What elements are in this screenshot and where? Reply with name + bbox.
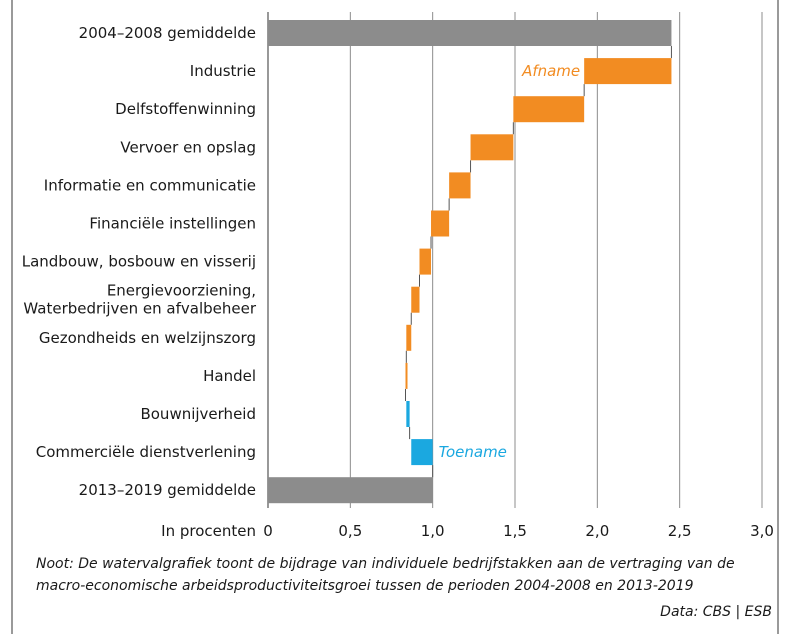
- category-label-4: Informatie en communicatie: [44, 176, 256, 194]
- bar-8: [406, 325, 411, 351]
- x-tick-label-1: 0,5: [338, 522, 362, 540]
- category-label-9: Handel: [203, 367, 256, 385]
- category-label-10: Bouwnijverheid: [140, 405, 256, 423]
- category-label-2: Delfstoffenwinning: [115, 100, 256, 118]
- annotation-0: Afname: [521, 62, 580, 80]
- bar-5: [431, 211, 449, 237]
- category-label-3: Vervoer en opslag: [120, 138, 256, 156]
- bar-4: [449, 172, 470, 198]
- source-label: Data: CBS | ESB: [660, 604, 772, 620]
- waterfall-chart: 2004–2008 gemiddelde Industrie Delfstoffen…: [0, 0, 790, 560]
- bar-6: [419, 249, 431, 275]
- x-tick-label-0: 0: [263, 522, 273, 540]
- category-label-0: 2004–2008 gemiddelde: [79, 24, 256, 42]
- x-tick-label-5: 2,5: [668, 522, 692, 540]
- x-tick-label-6: 3,0: [750, 522, 774, 540]
- category-label-7: Energievoorziening, Waterbedrijven en afv…: [23, 282, 256, 318]
- bar-11: [411, 439, 432, 465]
- x-axis-label: In procenten: [161, 522, 256, 540]
- note-line-1: Noot: De watervalgrafiek toont de bijdra…: [36, 556, 735, 572]
- bar-0: [268, 20, 671, 46]
- category-label-8: Gezondheids en welzijnszorg: [39, 329, 256, 347]
- bar-10: [406, 401, 409, 427]
- annotation-1: Toename: [439, 443, 507, 461]
- category-label-12: 2013–2019 gemiddelde: [79, 481, 256, 499]
- category-label-6: Landbouw, bosbouw en visserij: [22, 253, 256, 271]
- category-label-1: Industrie: [190, 62, 256, 80]
- category-label-5: Financiële instellingen: [89, 215, 256, 233]
- bar-2: [513, 96, 584, 122]
- bar-12: [268, 477, 433, 503]
- note-line-2: macro-economische arbeidsproductiviteits…: [36, 578, 694, 594]
- x-tick-label-4: 2,0: [585, 522, 609, 540]
- bar-1: [584, 58, 671, 84]
- bar-9: [405, 363, 407, 389]
- x-tick-label-3: 1,5: [503, 522, 527, 540]
- category-label-11: Commerciële dienstverlening: [36, 443, 256, 461]
- x-tick-label-2: 1,0: [421, 522, 445, 540]
- bar-3: [471, 134, 514, 160]
- bar-7: [411, 287, 419, 313]
